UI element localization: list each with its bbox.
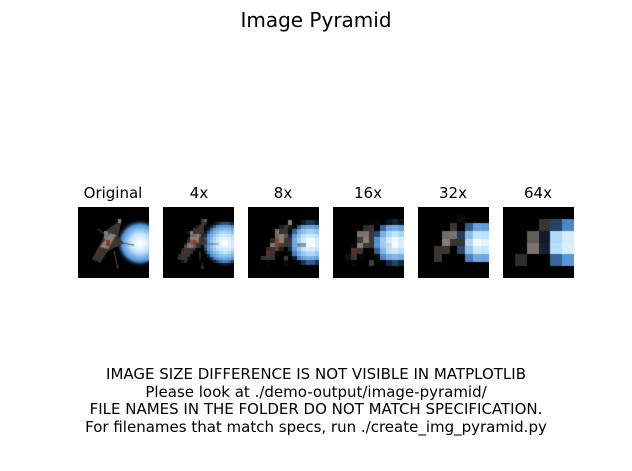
panel-image-4x: [163, 207, 234, 278]
panel-title-4x: 4x: [189, 184, 209, 202]
note-line: FILE NAMES IN THE FOLDER DO NOT MATCH SP…: [89, 400, 543, 418]
panel-image-original: [78, 207, 149, 278]
panel-title-16x: 16x: [354, 184, 382, 202]
panel-title-32x: 32x: [439, 184, 467, 202]
panel-image-16x: [333, 207, 404, 278]
panel-image-32x: [418, 207, 489, 278]
panel-image-8x: [248, 207, 319, 278]
panel-title-original: Original: [83, 184, 143, 202]
note-line: Please look at ./demo-output/image-pyram…: [145, 382, 487, 401]
panel-title-8x: 8x: [273, 184, 293, 202]
figure-title: Image Pyramid: [240, 8, 392, 32]
note-line: IMAGE SIZE DIFFERENCE IS NOT VISIBLE IN …: [106, 365, 526, 383]
note-text: IMAGE SIZE DIFFERENCE IS NOT VISIBLE IN …: [0, 365, 632, 436]
panel-title-64x: 64x: [524, 184, 552, 202]
note-line: For filenames that match specs, run ./cr…: [85, 417, 547, 436]
panel-image-64x: [503, 207, 574, 278]
